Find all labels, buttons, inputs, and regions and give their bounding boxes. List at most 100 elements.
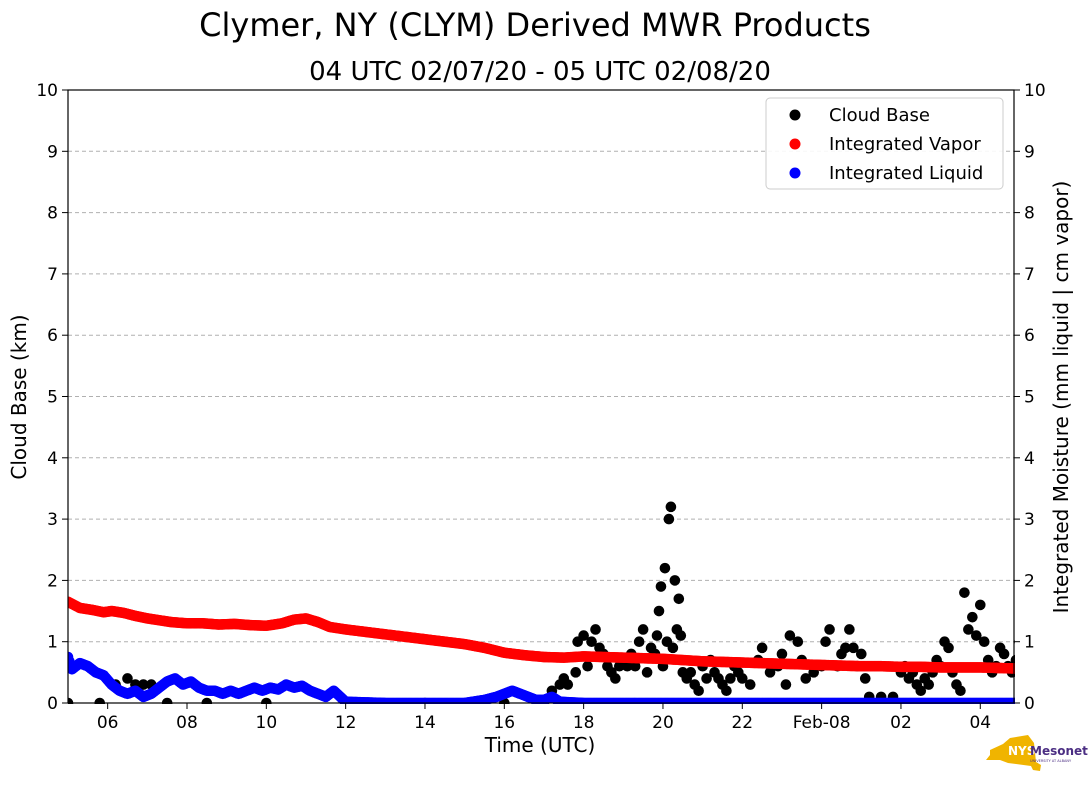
cloud-base-point: [967, 611, 978, 623]
integrated-vapor-point: [1032, 663, 1043, 674]
integrated-liquid-point: [1035, 698, 1046, 709]
cloud-base-point: [923, 679, 935, 690]
integrated-vapor-point: [1026, 663, 1037, 674]
y-tick-label-left: 4: [47, 449, 58, 469]
integrated-vapor-point: [1023, 663, 1034, 674]
integrated-vapor-point: [1038, 663, 1049, 674]
cloud-base-point: [667, 642, 679, 654]
cloud-base-point: [1034, 612, 1045, 623]
cloud-base-point: [590, 624, 601, 635]
legend-label-cloud-base: Cloud Base: [829, 105, 930, 126]
y-tick-label-left: 6: [47, 326, 58, 346]
integrated-vapor-point: [1030, 663, 1041, 674]
cloud-base-point: [610, 673, 621, 684]
cloud-base-point: [1050, 643, 1061, 654]
cloud-base-point: [665, 501, 677, 513]
cloud-base-point: [784, 630, 796, 641]
cloud-base-point: [744, 679, 756, 690]
cloud-base-point: [756, 642, 768, 654]
y-tick-label-left: 9: [47, 142, 58, 162]
cloud-base-point: [998, 648, 1010, 660]
cloud-base-point: [736, 673, 748, 684]
x-axis-label: Time (UTC): [484, 733, 596, 757]
cloud-base-point: [629, 660, 641, 672]
x-tick-label: Feb-08: [793, 713, 851, 733]
cloud-base-point: [586, 636, 597, 647]
integrated-liquid-point: [1051, 698, 1062, 709]
cloud-base-point: [633, 636, 645, 647]
integrated-vapor-point: [1018, 663, 1029, 674]
integrated-vapor-point: [1037, 663, 1048, 674]
new-york-state-icon: [986, 735, 1041, 771]
cloud-base-point: [675, 630, 687, 641]
integrated-vapor-point: [1039, 664, 1050, 675]
cloud-base-point: [859, 673, 871, 684]
cloud-base-point: [578, 630, 589, 641]
cloud-base-point: [955, 685, 966, 697]
series-cloud-base: [68, 501, 1065, 704]
y-tick-label-right: 9: [1024, 142, 1035, 162]
integrated-liquid-point: [1037, 698, 1048, 709]
cloud-base-point: [621, 660, 633, 672]
logo-text-mesonet: Mesonet: [1030, 744, 1088, 758]
cloud-base-point: [1019, 673, 1030, 684]
x-tick-label: 14: [414, 713, 436, 733]
integrated-vapor-point: [1017, 663, 1028, 674]
legend-label-integrated-liquid: Integrated Liquid: [829, 163, 983, 184]
integrated-vapor-point: [1036, 663, 1047, 674]
y-tick-label-right: 4: [1024, 449, 1035, 469]
y-tick-label-right: 7: [1024, 265, 1035, 285]
integrated-vapor-point: [1022, 663, 1033, 674]
x-tick-label: 06: [97, 713, 119, 733]
y-tick-label-left: 10: [36, 81, 58, 101]
logo-text-nys: NYS: [1008, 744, 1035, 758]
y-tick-label-left: 2: [47, 571, 58, 591]
cloud-base-point: [844, 624, 855, 635]
integrated-vapor-point: [1031, 663, 1042, 674]
y-tick-label-left: 1: [47, 633, 58, 653]
legend-marker-integrated-vapor: [789, 138, 801, 150]
cloud-base-point: [824, 624, 835, 635]
cloud-base-point: [971, 630, 982, 641]
y-tick-label-left: 3: [47, 510, 58, 530]
integrated-liquid-point: [1038, 698, 1049, 709]
integrated-vapor-point: [1045, 664, 1056, 675]
integrated-vapor-point: [1025, 663, 1036, 674]
y-tick-label-right: 3: [1024, 510, 1035, 530]
integrated-liquid-point: [1054, 698, 1065, 709]
integrated-liquid-point: [1039, 698, 1050, 709]
cloud-base-point: [122, 673, 133, 684]
series-integrated-vapor: [68, 596, 1056, 675]
integrated-liquid-point: [1034, 698, 1045, 709]
x-tick-label: 02: [890, 713, 912, 733]
y-tick-label-right: 0: [1024, 694, 1035, 714]
y-tick-label-right: 1: [1024, 633, 1035, 653]
cloud-base-point: [582, 660, 593, 672]
cloud-base-point: [963, 624, 974, 635]
x-tick-label: 12: [335, 713, 357, 733]
integrated-vapor-point: [1027, 663, 1038, 674]
cloud-base-point: [792, 636, 804, 647]
cloud-base-point: [959, 587, 970, 598]
cloud-base-point: [138, 679, 149, 690]
cloud-base-point: [1054, 667, 1065, 678]
y-tick-label-right: 2: [1024, 571, 1035, 591]
integrated-vapor-point: [1043, 664, 1054, 675]
cloud-base-point: [701, 673, 712, 684]
integrated-liquid-point: [1042, 698, 1053, 709]
integrated-liquid-point: [1041, 698, 1052, 709]
x-tick-label: 22: [731, 713, 753, 733]
cloud-base-point: [943, 642, 954, 654]
integrated-liquid-point: [1047, 698, 1058, 709]
cloud-base-point: [974, 599, 986, 611]
y-tick-label-left: 8: [47, 204, 58, 224]
y-axis-label-left: Cloud Base (km): [7, 314, 31, 479]
integrated-vapor-point: [1013, 664, 1015, 673]
cloud-base-point: [570, 667, 582, 678]
y-tick-label-left: 7: [47, 265, 58, 285]
cloud-base-point: [915, 685, 927, 697]
integrated-vapor-point: [1040, 664, 1051, 675]
y-tick-label-left: 0: [47, 694, 58, 714]
integrated-liquid-point: [1048, 698, 1059, 709]
